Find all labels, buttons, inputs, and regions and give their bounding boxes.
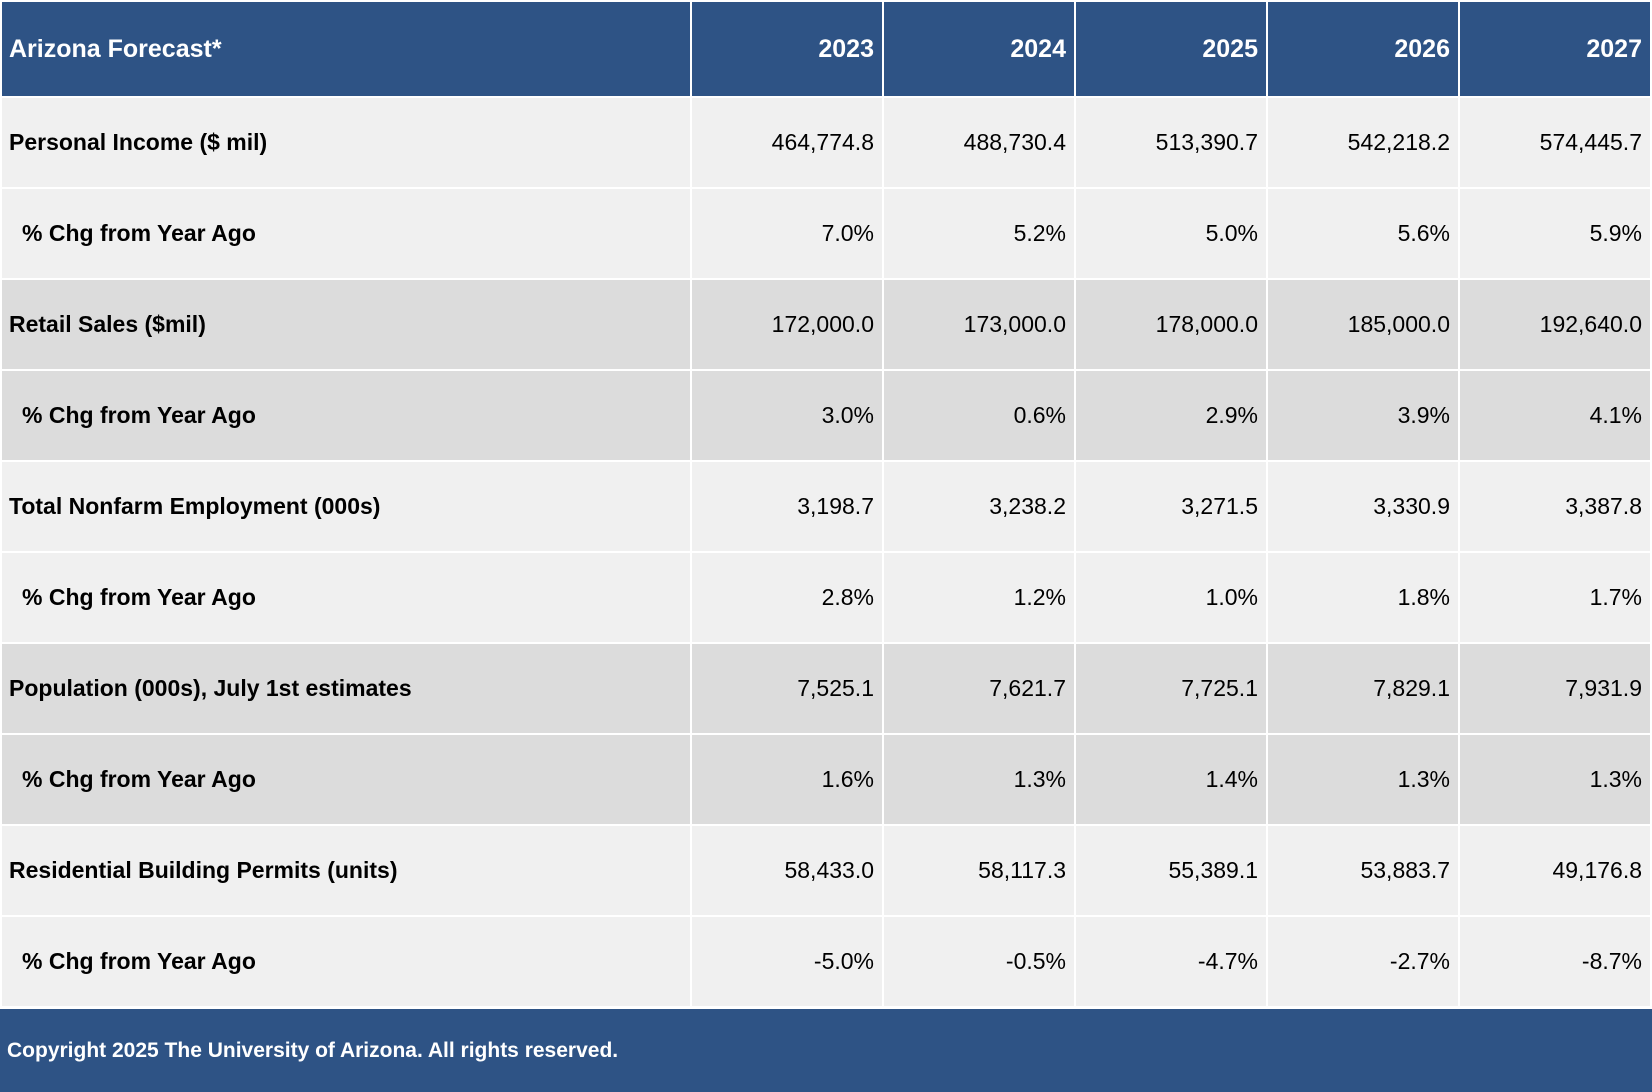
cell-value: 3.0% — [690, 369, 884, 462]
cell-value: 173,000.0 — [882, 278, 1076, 371]
cell-value: 5.9% — [1458, 187, 1652, 280]
cell-value: 192,640.0 — [1458, 278, 1652, 371]
copyright-footer: Copyright 2025 The University of Arizona… — [0, 1009, 1652, 1092]
cell-value: 0.6% — [882, 369, 1076, 462]
table-row: % Chg from Year Ago -5.0% -0.5% -4.7% -2… — [0, 915, 1652, 1008]
table-row: Personal Income ($ mil) 464,774.8 488,73… — [0, 96, 1652, 189]
cell-value: 58,433.0 — [690, 824, 884, 917]
cell-value: 5.6% — [1266, 187, 1460, 280]
copyright-text: Copyright 2025 The University of Arizona… — [7, 1038, 619, 1062]
row-label: % Chg from Year Ago — [0, 187, 692, 280]
cell-value: 7,725.1 — [1074, 642, 1268, 735]
row-label: Residential Building Permits (units) — [0, 824, 692, 917]
cell-value: 3,271.5 — [1074, 460, 1268, 553]
cell-value: 3,330.9 — [1266, 460, 1460, 553]
cell-value: 178,000.0 — [1074, 278, 1268, 371]
cell-value: 1.0% — [1074, 551, 1268, 644]
cell-value: 7,829.1 — [1266, 642, 1460, 735]
cell-value: 55,389.1 — [1074, 824, 1268, 917]
cell-value: 1.2% — [882, 551, 1076, 644]
row-label: % Chg from Year Ago — [0, 551, 692, 644]
cell-value: 7,525.1 — [690, 642, 884, 735]
row-label: % Chg from Year Ago — [0, 369, 692, 462]
year-header-2025: 2025 — [1074, 0, 1268, 98]
cell-value: 3,387.8 — [1458, 460, 1652, 553]
cell-value: 7.0% — [690, 187, 884, 280]
table-row: Total Nonfarm Employment (000s) 3,198.7 … — [0, 460, 1652, 553]
table-row: % Chg from Year Ago 1.6% 1.3% 1.4% 1.3% … — [0, 733, 1652, 826]
cell-value: 2.9% — [1074, 369, 1268, 462]
cell-value: 464,774.8 — [690, 96, 884, 189]
cell-value: 574,445.7 — [1458, 96, 1652, 189]
cell-value: 1.3% — [1458, 733, 1652, 826]
cell-value: -8.7% — [1458, 915, 1652, 1008]
table-row: % Chg from Year Ago 2.8% 1.2% 1.0% 1.8% … — [0, 551, 1652, 644]
row-label: Personal Income ($ mil) — [0, 96, 692, 189]
table-row: Retail Sales ($mil) 172,000.0 173,000.0 … — [0, 278, 1652, 371]
cell-value: 53,883.7 — [1266, 824, 1460, 917]
year-header-2026: 2026 — [1266, 0, 1460, 98]
cell-value: 3,238.2 — [882, 460, 1076, 553]
cell-value: 5.2% — [882, 187, 1076, 280]
row-label: Total Nonfarm Employment (000s) — [0, 460, 692, 553]
table-row: Residential Building Permits (units) 58,… — [0, 824, 1652, 917]
year-header-2027: 2027 — [1458, 0, 1652, 98]
cell-value: 3.9% — [1266, 369, 1460, 462]
cell-value: 5.0% — [1074, 187, 1268, 280]
year-header-2023: 2023 — [690, 0, 884, 98]
cell-value: 1.3% — [1266, 733, 1460, 826]
cell-value: 1.3% — [882, 733, 1076, 826]
cell-value: -4.7% — [1074, 915, 1268, 1008]
year-header-2024: 2024 — [882, 0, 1076, 98]
cell-value: 1.6% — [690, 733, 884, 826]
row-label: Retail Sales ($mil) — [0, 278, 692, 371]
cell-value: 513,390.7 — [1074, 96, 1268, 189]
table-row: % Chg from Year Ago 3.0% 0.6% 2.9% 3.9% … — [0, 369, 1652, 462]
cell-value: 488,730.4 — [882, 96, 1076, 189]
cell-value: -2.7% — [1266, 915, 1460, 1008]
cell-value: 49,176.8 — [1458, 824, 1652, 917]
cell-value: 4.1% — [1458, 369, 1652, 462]
table-title: Arizona Forecast* — [0, 0, 692, 98]
cell-value: -5.0% — [690, 915, 884, 1008]
cell-value: 58,117.3 — [882, 824, 1076, 917]
cell-value: -0.5% — [882, 915, 1076, 1008]
cell-value: 542,218.2 — [1266, 96, 1460, 189]
cell-value: 3,198.7 — [690, 460, 884, 553]
cell-value: 1.8% — [1266, 551, 1460, 644]
cell-value: 185,000.0 — [1266, 278, 1460, 371]
row-label: % Chg from Year Ago — [0, 733, 692, 826]
cell-value: 2.8% — [690, 551, 884, 644]
header-row: Arizona Forecast* 2023 2024 2025 2026 20… — [0, 0, 1652, 98]
cell-value: 7,931.9 — [1458, 642, 1652, 735]
row-label: % Chg from Year Ago — [0, 915, 692, 1008]
table-row: % Chg from Year Ago 7.0% 5.2% 5.0% 5.6% … — [0, 187, 1652, 280]
cell-value: 1.7% — [1458, 551, 1652, 644]
cell-value: 7,621.7 — [882, 642, 1076, 735]
forecast-table: Arizona Forecast* 2023 2024 2025 2026 20… — [0, 0, 1652, 1008]
row-label: Population (000s), July 1st estimates — [0, 642, 692, 735]
cell-value: 1.4% — [1074, 733, 1268, 826]
table-row: Population (000s), July 1st estimates 7,… — [0, 642, 1652, 735]
cell-value: 172,000.0 — [690, 278, 884, 371]
